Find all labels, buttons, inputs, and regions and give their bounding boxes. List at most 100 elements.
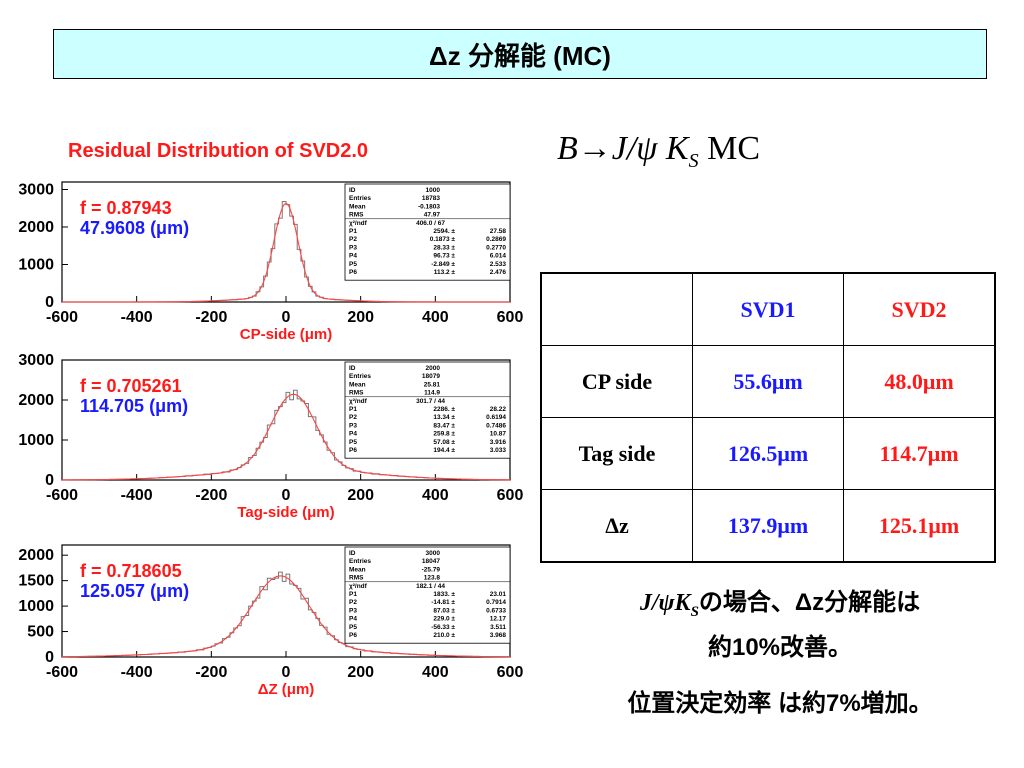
x-tick-label: -400 [121,487,153,504]
x-tick-label: -200 [195,309,227,326]
improvement-note-line1: J/ψKSの場合、Δz分解能は [560,585,1000,630]
y-tick-label: 3000 [18,182,54,199]
param-error: 0.2869 [486,236,506,243]
param-error: 12.17 [490,616,507,623]
stats-value: 123.8 [424,575,441,582]
stats-key: RMS [349,390,364,397]
y-tick-label: 2000 [18,219,54,236]
x-tick-label: -400 [121,664,153,681]
param-name: P5 [349,261,357,268]
x-tick-label: 400 [422,664,449,681]
param-name: P2 [349,236,357,243]
efficiency-note: 位置決定効率 は約7%増加。 [627,690,933,717]
param-name: P6 [349,632,357,639]
stats-value: 18783 [422,195,440,202]
row-label: CP side [540,345,693,418]
param-name: P1 [349,406,357,413]
row-label: Tag side [540,417,693,490]
table-row: CP side 55.6μm 48.0μm [540,345,996,418]
stats-key: Entries [349,195,371,202]
stats-key: ID [349,365,356,372]
y-tick-label: 500 [27,624,54,641]
y-tick-label: 0 [45,294,54,311]
x-axis-label: CP-side (μm) [240,326,333,343]
x-tick-label: -200 [195,487,227,504]
y-tick-label: 2000 [18,547,54,564]
x-tick-label: -600 [46,487,78,504]
x-tick-label: 200 [347,664,374,681]
stats-value: 1000 [426,187,441,194]
chi2-label: χ²/ndf [349,583,368,590]
param-name: P6 [349,269,357,276]
param-value: 1833. ± [433,591,455,598]
svd2-value: 125.1μm [843,489,996,563]
param-name: P4 [349,253,357,260]
x-axis-label: ΔZ (μm) [258,681,315,698]
row-label: Δz [540,489,693,563]
chi2-value: 406.0 / 67 [416,220,445,227]
fit-width-label: 125.057 (μm) [80,581,189,601]
x-tick-label: -600 [46,664,78,681]
param-error: 3.968 [490,632,507,639]
stats-key: Mean [349,203,366,210]
fit-fraction-label: f = 0.718605 [80,561,182,581]
param-value: 113.2 ± [434,269,456,276]
stats-key: Entries [349,558,371,565]
svd2-value: 114.7μm [843,417,996,490]
param-name: P2 [349,599,357,606]
param-name: P3 [349,422,357,429]
param-error: 0.6733 [486,607,506,614]
fit-width-label: 47.9608 (μm) [80,218,189,238]
param-error: 27.58 [490,228,507,235]
svd1-value: 55.6μm [692,345,844,418]
param-name: P3 [349,607,357,614]
param-value: -14.81 ± [431,599,455,606]
fit-curve [62,202,510,303]
x-tick-label: -600 [46,309,78,326]
fit-fraction-label: f = 0.87943 [80,198,172,218]
chi2-value: 301.7 / 44 [416,398,445,405]
param-error: 3.916 [490,439,507,446]
param-value: 57.08 ± [433,439,455,446]
fit-fraction-label: f = 0.705261 [80,376,182,396]
param-value: 2286. ± [433,406,455,413]
x-tick-label: 600 [497,664,524,681]
y-tick-label: 1000 [18,257,54,274]
svd1-value: 126.5μm [692,417,844,490]
stats-box [344,183,511,281]
param-value: 229.0 ± [433,616,455,623]
param-error: 28.22 [490,406,507,413]
x-tick-label: 200 [347,309,374,326]
param-error: 3.033 [490,447,507,454]
stats-key: ID [349,550,356,557]
param-name: P5 [349,624,357,631]
stats-value: 18047 [422,558,440,565]
header-cell-svd1: SVD1 [692,272,844,346]
x-tick-label: 0 [282,309,291,326]
param-name: P4 [349,431,357,438]
x-tick-label: -400 [121,309,153,326]
stats-value: 25.81 [424,381,441,388]
param-name: P5 [349,439,357,446]
stats-box [344,361,511,459]
param-value: 0.1873 ± [430,236,456,243]
stats-key: Entries [349,373,371,380]
y-tick-label: 1000 [18,432,54,449]
param-value: 28.33 ± [433,244,455,251]
param-value: 2594. ± [433,228,455,235]
slide-title: Δz 分解能 (MC) [53,29,987,79]
param-value: 210.0 ± [433,632,455,639]
fit-width-label: 114.705 (μm) [80,396,188,416]
note-channel-sub: S [690,603,699,620]
param-value: 259.8 ± [433,431,455,438]
figure-title: Residual Distribution of SVD2.0 [68,140,369,162]
param-value: -2.849 ± [431,261,455,268]
stats-key: Mean [349,381,366,388]
decay-formula: B→J/ψ KS MC [557,130,760,173]
note-text: の場合、Δz分解能は [698,589,921,616]
param-error: 2.533 [490,261,507,268]
table-row: Tag side 126.5μm 114.7μm [540,417,996,490]
header-cell-svd2: SVD2 [843,272,996,346]
param-error: 0.7914 [486,599,506,606]
